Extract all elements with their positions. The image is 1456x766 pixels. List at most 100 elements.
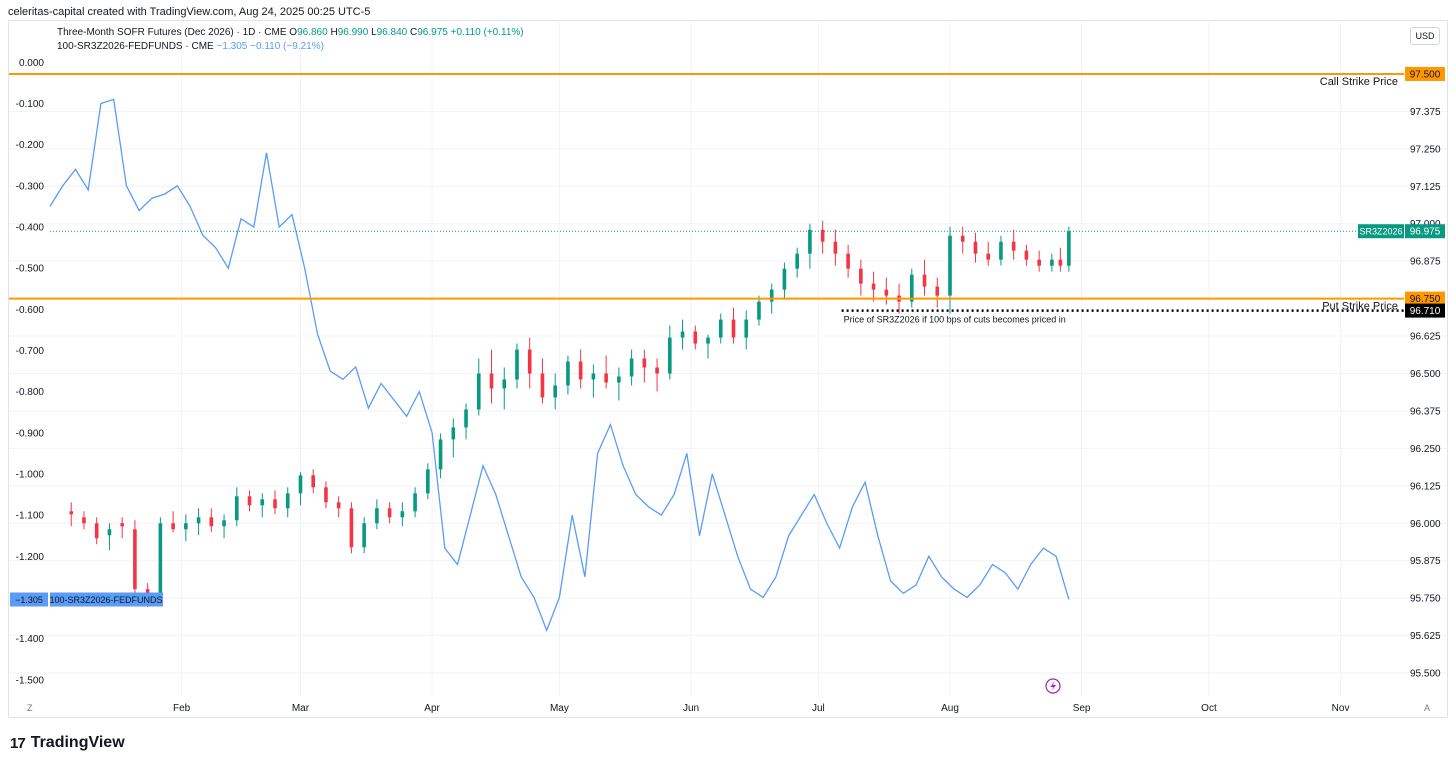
candle-body [731, 319, 736, 338]
candle-body [69, 511, 74, 515]
candle-body [107, 529, 112, 536]
left-tick-label: -1.000 [16, 469, 45, 480]
auto-scale-toggle[interactable]: A [1424, 703, 1431, 713]
candle-body [553, 385, 557, 398]
right-tick-label: 96.250 [1410, 444, 1441, 455]
legend-high-label: H [330, 27, 338, 38]
candle-body [591, 373, 596, 380]
candle-body [387, 508, 392, 518]
right-tick-label: 96.875 [1410, 257, 1441, 268]
call-strike-tag: 97.500 [1410, 69, 1441, 80]
timezone-toggle[interactable]: Z [27, 703, 33, 713]
candle-body [375, 508, 379, 524]
candle-body [94, 523, 99, 539]
candle-body [324, 487, 328, 503]
left-tick-label: -1.200 [16, 552, 45, 563]
legend-spread: 100-SR3Z2026-FEDFUNDS · CME −1.305 −0.11… [57, 41, 324, 52]
candle-body [349, 508, 354, 548]
candle-body [808, 229, 812, 254]
cuts-level-tag-bg [1405, 303, 1445, 318]
candle-body [311, 475, 316, 488]
left-tick-label: -0.700 [16, 346, 45, 357]
left-axis: 0.000 -0.100 -0.200 -0.300 -0.400 -0.500 -0.60… [16, 58, 45, 686]
left-tick-label: -0.200 [16, 140, 45, 151]
cuts-level-tag: 96.710 [1410, 306, 1441, 317]
candle-body [948, 235, 952, 296]
left-tick-label: -1.400 [16, 634, 45, 645]
candle-body [846, 253, 850, 269]
candle-body [451, 427, 456, 440]
candle-body [158, 523, 163, 596]
candle-body [744, 319, 749, 338]
candle-body [515, 349, 519, 380]
left-tick-label: 0.000 [19, 58, 44, 69]
right-tick-label: 95.625 [1410, 631, 1441, 642]
lightning-icon-glyph [1050, 681, 1056, 691]
legend-open-value: 96.860 [297, 27, 328, 38]
right-tick-label: 96.125 [1410, 481, 1441, 492]
legend-open-label: O [289, 27, 298, 38]
candle-body [757, 301, 761, 320]
candle-body [833, 241, 838, 254]
candle-body [464, 409, 468, 428]
right-tick-label: 97.125 [1410, 182, 1441, 193]
time-tick-label: May [550, 703, 569, 714]
legend-close-value: 96.975 [417, 27, 448, 38]
spread-layer [49, 98, 1070, 633]
candle-body [1058, 259, 1063, 266]
legend-low-value: 96.840 [376, 27, 408, 38]
candle-body [502, 379, 507, 389]
right-tick-label: 95.500 [1410, 669, 1441, 680]
grid-layer [9, 22, 1447, 696]
candle-body [706, 337, 710, 344]
left-tick-label: -0.900 [16, 428, 45, 439]
tradingview-brand[interactable]: 17 TradingView [10, 733, 125, 753]
right-tick-label: 96.375 [1410, 406, 1441, 417]
candle-body [884, 289, 889, 296]
time-tick-label: Nov [1332, 703, 1350, 714]
candle-body [1067, 231, 1071, 266]
last-price-tag: 96.975 [1410, 227, 1441, 238]
left-tick-label: -1.100 [16, 511, 45, 522]
candle-body [859, 268, 863, 284]
right-tick-label: 96.625 [1410, 332, 1441, 343]
candle-body [184, 523, 188, 530]
chart-frame [8, 20, 1448, 718]
right-tick-label: 96.000 [1410, 519, 1441, 530]
candle-body [795, 253, 799, 269]
last-price-tag-bg [1405, 224, 1445, 239]
left-tick-label: -0.600 [16, 305, 45, 316]
tradingview-logo-icon: 17 [10, 734, 26, 752]
legend-series2-name: 100-SR3Z2026-FEDFUNDS · CME [57, 41, 214, 52]
candle-body [655, 367, 659, 374]
spread-last-tag-bg [10, 592, 48, 607]
candle-body [1024, 250, 1029, 260]
legend-series2-last: −1.305 [216, 41, 248, 52]
candle-body [999, 241, 1003, 260]
candle-body [400, 511, 405, 518]
candle-body [120, 523, 124, 527]
candle-body [247, 496, 252, 506]
time-tick-label: Sep [1073, 703, 1091, 714]
annotation-layer: Call Strike Price 97.500 Put Strike Price 9… [9, 66, 1445, 694]
put-strike-tag: 96.750 [1410, 294, 1441, 305]
call-strike-tag-bg [1405, 66, 1445, 81]
chart-credit: celeritas-capital created with TradingVi… [8, 6, 371, 18]
currency-button[interactable]: USD [1410, 27, 1440, 45]
candle-body [273, 499, 277, 509]
candle-body [871, 283, 876, 290]
candle-body [171, 523, 175, 530]
right-tick-label: 95.875 [1410, 556, 1441, 567]
candle-body [693, 331, 698, 344]
time-tick-label: Apr [424, 703, 440, 714]
put-strike-tag-bg [1405, 291, 1445, 306]
candle-body [234, 496, 239, 521]
candle-body [527, 349, 532, 374]
candle-body [617, 376, 621, 383]
candle-body [986, 253, 991, 260]
candle-body [298, 475, 303, 494]
time-tick-label: Aug [941, 703, 959, 714]
right-axis: 97.37597.25097.12597.00096.87596.62596.5… [1410, 107, 1441, 680]
candle-body [604, 373, 608, 383]
